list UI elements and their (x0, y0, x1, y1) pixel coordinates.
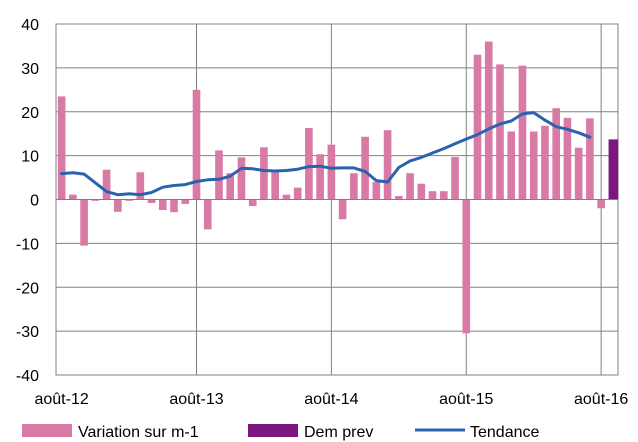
bar-variation (113, 199, 122, 212)
bar-variation (170, 199, 178, 213)
bar-variation (383, 130, 392, 200)
bar-variation (372, 181, 381, 200)
bar-variation (496, 64, 504, 200)
bar-variation (91, 199, 100, 201)
y-tick-label: 0 (30, 193, 39, 210)
bar-variation (462, 199, 471, 334)
bar-variation (574, 147, 583, 200)
bar-variation (338, 199, 347, 220)
legend-label-tendance: Tendance (470, 424, 539, 441)
legend-swatch-variation (22, 424, 72, 437)
bar-variation (439, 191, 448, 200)
bar-variation (181, 199, 190, 204)
bar-variation (473, 54, 482, 200)
bar-variation (271, 172, 280, 200)
bar-variation (417, 183, 426, 200)
y-axis-tick-labels: 40 30 20 10 0 -10 -20 -30 -40 (16, 17, 39, 385)
y-tick-label: -10 (16, 236, 39, 253)
bar-variation (125, 199, 133, 201)
legend-swatch-dem-prev (248, 424, 298, 437)
x-axis-tick-labels: août-12 août-13 août-14 août-15 août-16 (34, 391, 628, 408)
x-tick-label: août-12 (34, 391, 88, 408)
bar-variation (102, 169, 111, 200)
bar-variation (203, 199, 212, 230)
legend-label-variation: Variation sur m-1 (78, 424, 199, 441)
bar-variation (69, 194, 77, 200)
bar-variation (57, 96, 66, 200)
bar-variation (563, 117, 572, 200)
bar-variation (215, 150, 223, 200)
bar-variation (361, 136, 369, 200)
legend-label-dem-prev: Dem prev (304, 424, 373, 441)
bars-dem-prev (608, 139, 619, 200)
bar-variation (147, 199, 156, 204)
x-tick-label: août-15 (439, 391, 493, 408)
trend-line (60, 111, 592, 197)
bar-variation (484, 41, 493, 200)
bar-variation (80, 199, 88, 246)
x-tick-label: août-16 (574, 391, 628, 408)
x-tick-label: août-13 (169, 391, 223, 408)
x-tick-label: août-14 (304, 391, 358, 408)
bar-variation (586, 118, 594, 200)
y-tick-label: -40 (16, 368, 39, 385)
bar-variation (518, 65, 527, 200)
bar-variation (541, 125, 549, 200)
y-tick-label: 10 (21, 149, 39, 166)
bars-variation (57, 41, 605, 334)
bar-dem-prev (608, 139, 619, 200)
bar-variation (305, 127, 313, 200)
bar-variation (350, 173, 358, 200)
y-tick-label: 20 (21, 105, 39, 122)
trend-line-group (60, 111, 592, 197)
bar-variation (552, 108, 561, 200)
bar-variation (226, 173, 235, 200)
bar-variation (158, 199, 167, 211)
bar-variation (327, 144, 336, 200)
y-tick-label: 40 (21, 17, 39, 34)
bar-variation (394, 195, 403, 200)
bar-variation (529, 131, 538, 200)
bar-variation (237, 157, 246, 200)
bar-variation (451, 156, 459, 200)
legend: Variation sur m-1 Dem prev Tendance (22, 424, 539, 441)
bar-variation (316, 154, 324, 200)
y-tick-label: -20 (16, 280, 39, 297)
bar-variation (428, 191, 437, 200)
y-tick-label: -30 (16, 324, 39, 341)
bar-variation (507, 131, 516, 200)
y-tick-label: 30 (21, 61, 39, 78)
bar-variation (248, 199, 257, 207)
bar-variation (260, 147, 268, 200)
bar-variation (406, 173, 414, 200)
bar-variation (597, 199, 605, 209)
bar-variation (192, 89, 201, 200)
bar-variation (136, 172, 145, 200)
bar-variation (282, 194, 291, 200)
bar-variation (293, 187, 302, 200)
